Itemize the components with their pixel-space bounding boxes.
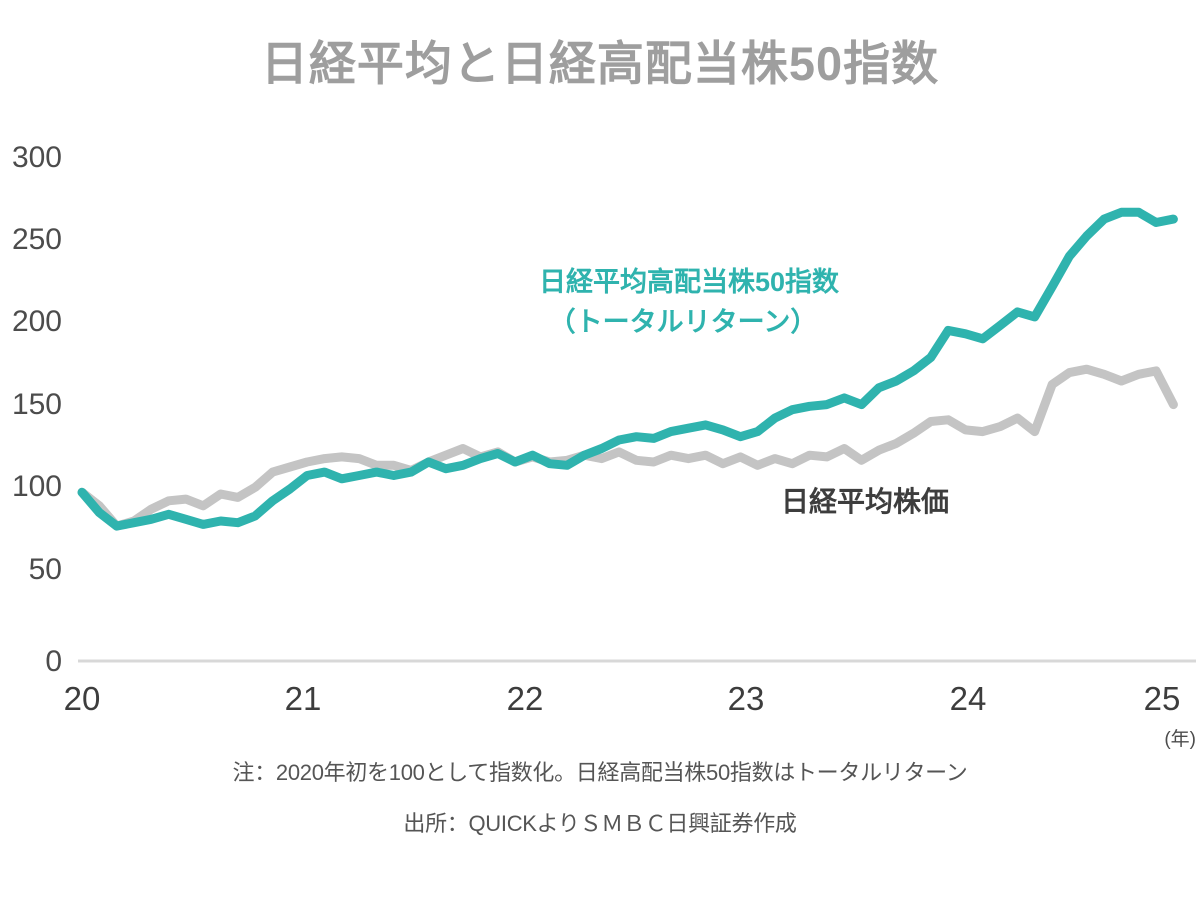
series-label-high-dividend-line1: 日経平均高配当株50指数 <box>539 266 840 297</box>
y-axis-ticks: 300 250 200 150 100 50 0 <box>12 141 62 678</box>
y-tick-label: 50 <box>29 553 62 586</box>
y-tick-label: 0 <box>45 645 62 678</box>
footnote-note: 注：2020年初を100として指数化。日経高配当株50指数はトータルリターン <box>232 760 968 785</box>
y-tick-label: 250 <box>12 223 62 256</box>
y-tick-label: 200 <box>12 305 62 338</box>
y-tick-label: 300 <box>12 141 62 174</box>
x-tick-label: 20 <box>64 680 101 717</box>
footnote-source: 出所：QUICKよりＳＭＢＣ日興証券作成 <box>403 811 797 836</box>
series-line-nikkei225 <box>77 364 1178 531</box>
x-tick-label: 25 <box>1144 680 1181 717</box>
x-axis-unit-label: (年) <box>1164 728 1196 750</box>
y-tick-label: 150 <box>12 388 62 421</box>
x-tick-label: 23 <box>728 680 765 717</box>
x-tick-label: 24 <box>950 680 987 717</box>
series-line-high-dividend <box>77 207 1178 531</box>
series-label-high-dividend-line2: （トータルリターン） <box>549 307 818 337</box>
series-label-high-dividend: 日経平均高配当株50指数 （トータルリターン） <box>539 266 840 337</box>
series-label-nikkei225: 日経平均株価 <box>781 485 949 517</box>
page-title: 日経平均と日経高配当株50指数 <box>260 37 940 90</box>
x-tick-label: 22 <box>507 680 544 717</box>
x-tick-label: 21 <box>285 680 322 717</box>
y-tick-label: 100 <box>12 470 62 503</box>
x-axis-ticks: 20 21 22 23 24 25 <box>64 680 1181 717</box>
